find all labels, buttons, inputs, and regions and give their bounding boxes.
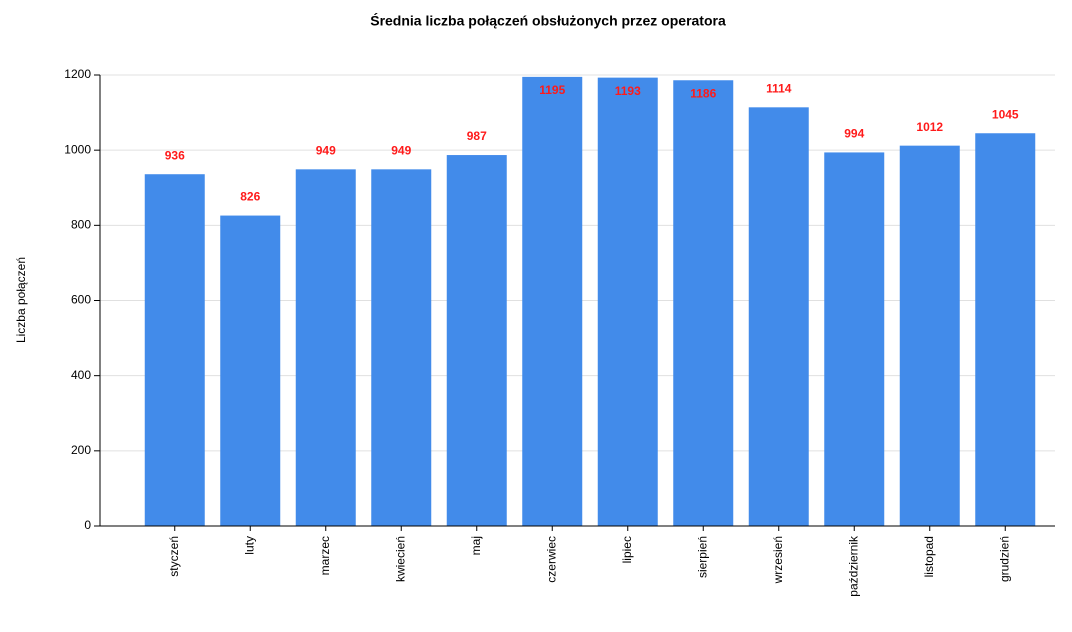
x-tick-label: wrzesień: [771, 536, 785, 584]
value-label: 936: [165, 148, 185, 162]
value-label: 994: [844, 127, 864, 141]
x-tick-label: marzec: [318, 536, 332, 575]
y-tick-label: 400: [71, 368, 91, 382]
value-label: 1195: [539, 83, 565, 97]
bar: [295, 169, 356, 526]
y-tick-label: 200: [71, 443, 91, 457]
y-tick-label: 800: [71, 218, 91, 232]
value-label: 1012: [916, 120, 943, 134]
x-tick-label: lipiec: [620, 536, 634, 563]
y-tick-label: 1000: [64, 142, 91, 156]
x-tick-label: maj: [469, 536, 483, 555]
value-label: 1186: [690, 86, 716, 100]
x-tick-label: styczeń: [167, 536, 181, 577]
value-label: 1193: [615, 84, 641, 98]
x-tick-label: sierpień: [695, 536, 709, 578]
value-label: 949: [391, 144, 411, 158]
x-tick-label: kwiecień: [393, 536, 407, 582]
value-label: 1114: [766, 81, 792, 95]
bar: [824, 152, 885, 526]
bar: [371, 169, 432, 526]
bar: [522, 76, 583, 527]
value-label: 826: [240, 190, 260, 204]
y-tick-label: 1200: [64, 67, 91, 81]
bar: [597, 77, 658, 527]
x-tick-label: grudzień: [997, 536, 1011, 582]
bar: [899, 145, 960, 526]
chart-title: Średnia liczba połączeń obsłużonych prze…: [370, 12, 726, 29]
bar: [673, 80, 734, 527]
x-tick-label: luty: [242, 536, 256, 555]
bar: [748, 107, 809, 527]
value-label: 949: [316, 144, 336, 158]
bar: [446, 155, 507, 527]
value-label: 987: [467, 129, 487, 143]
x-tick-label: październik: [846, 535, 860, 597]
y-tick-label: 0: [84, 518, 91, 532]
y-axis-label: Liczba połączeń: [14, 257, 28, 343]
bar: [144, 174, 205, 526]
bar: [975, 133, 1036, 527]
bar: [220, 215, 281, 527]
x-tick-label: czerwiec: [544, 536, 558, 583]
x-tick-label: listopad: [922, 536, 936, 577]
y-tick-label: 600: [71, 293, 91, 307]
value-label: 1045: [992, 107, 1019, 121]
